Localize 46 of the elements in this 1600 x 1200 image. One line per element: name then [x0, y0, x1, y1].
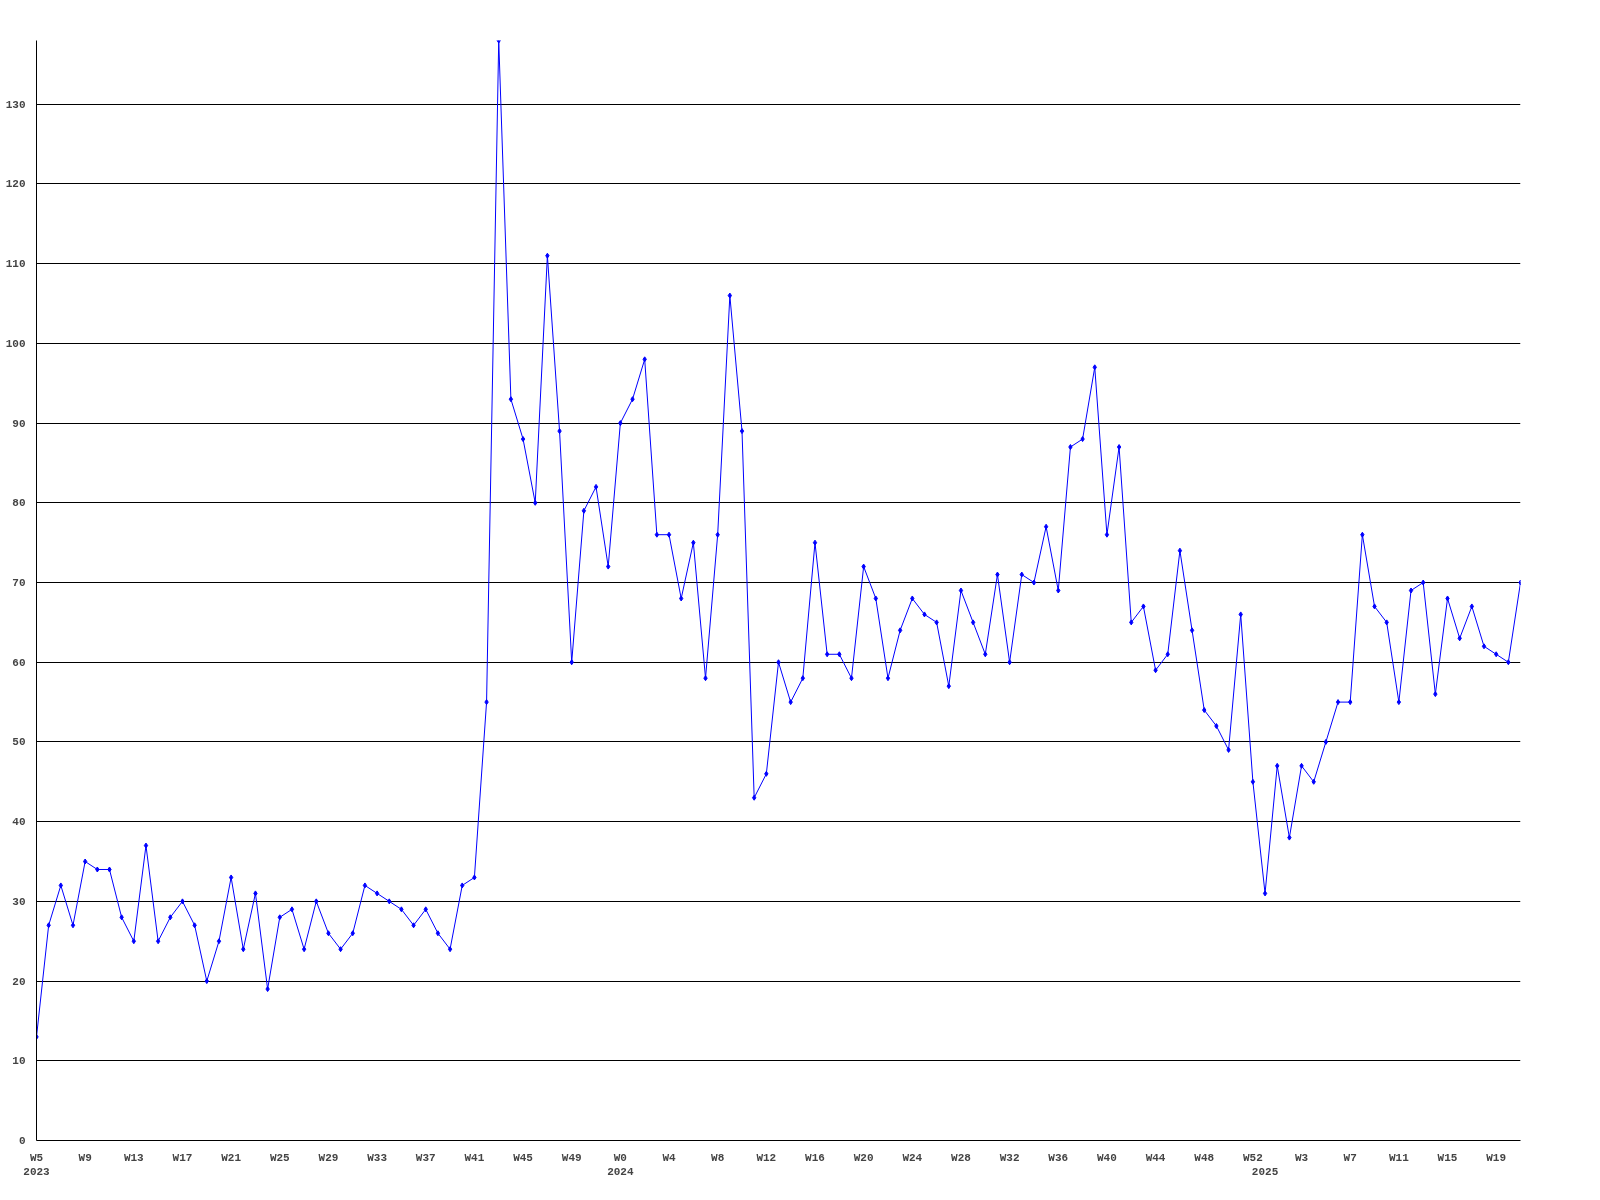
x-tick-label: W0 2024 [607, 1151, 634, 1178]
x-tick-label: W19 [1486, 1151, 1507, 1164]
x-tick-label: W33 [367, 1151, 388, 1164]
y-tick-label: 100 [5, 337, 26, 350]
x-tick-label: W24 [902, 1151, 923, 1164]
y-tick-label: 10 [12, 1055, 26, 1068]
x-tick-label: W13 [123, 1151, 145, 1164]
y-tick-label: 30 [12, 895, 26, 908]
y-tick-label: 80 [12, 497, 26, 510]
x-tick-label: W20 [853, 1151, 874, 1164]
x-tick-label: W28 [951, 1151, 972, 1164]
x-tick-label: W21 [221, 1151, 242, 1164]
x-tick-label: W3 [1294, 1151, 1309, 1164]
x-tick-label: W5 2023 [23, 1151, 51, 1178]
x-tick-label: W4 [662, 1151, 677, 1164]
x-tick-label: W52 [1242, 1151, 1263, 1164]
x-tick-label: W25 [269, 1151, 291, 1164]
x-tick-label: W41 [464, 1151, 485, 1164]
x-tick-label: W16 [805, 1151, 825, 1164]
x-tick-label: W49 [561, 1151, 582, 1164]
y-tick-label: 120 [5, 178, 26, 191]
x-tick-label: W45 [513, 1151, 534, 1164]
y-tick-label: 90 [12, 417, 26, 430]
x-tick-label: W12 [756, 1151, 777, 1164]
x-tick-label: W11 [1388, 1151, 1410, 1164]
x-tick-label: W37 [415, 1151, 436, 1164]
x-tick-label: W17 [172, 1151, 193, 1164]
x-tick-label: W48 [1194, 1151, 1215, 1164]
y-tick-label: 20 [12, 975, 26, 988]
x-tick-label: W8 [711, 1151, 725, 1164]
x-tick-label: W9 [78, 1151, 92, 1164]
y-tick-label: 70 [12, 577, 26, 590]
x-tick-label: W7 [1343, 1151, 1357, 1164]
y-tick-label: 0 [18, 1135, 26, 1147]
x-tick-label: W40 [1097, 1151, 1117, 1164]
x-tick-label: W44 [1145, 1151, 1166, 1164]
x-tick-label: W36 [1048, 1151, 1069, 1164]
y-tick-label: 60 [12, 656, 26, 669]
x-tick-label: W32 [999, 1151, 1020, 1164]
y-tick-label: 110 [5, 258, 26, 271]
y-tick-label: 40 [12, 816, 26, 829]
y-tick-label: 50 [12, 736, 26, 749]
x-tick-label: W15 [1437, 1151, 1458, 1164]
x-tick-label: 2025 [1251, 1165, 1279, 1178]
x-tick-label: W29 [318, 1151, 339, 1164]
y-tick-label: 130 [5, 98, 26, 111]
